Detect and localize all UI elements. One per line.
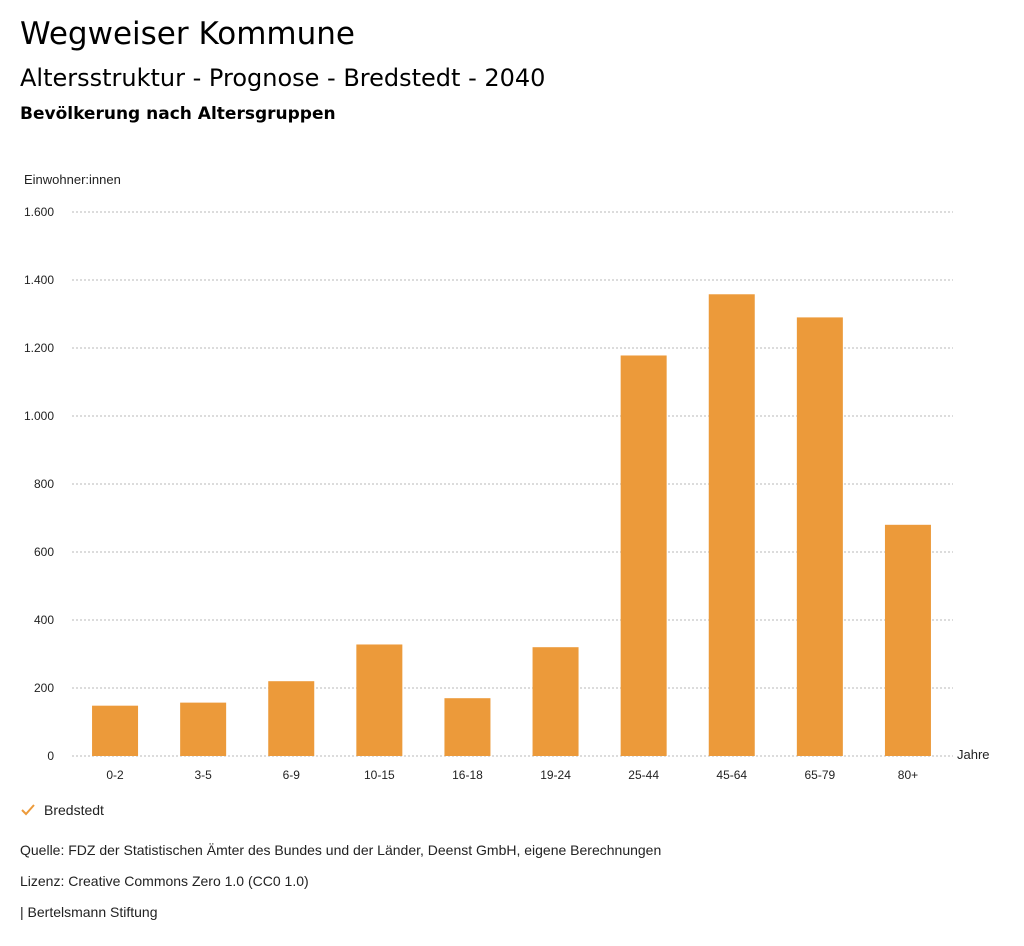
x-tick-label: 0-2: [106, 768, 124, 782]
y-tick-label: 1.400: [24, 273, 54, 287]
x-tick-label: 10-15: [364, 768, 395, 782]
bar[interactable]: [180, 702, 227, 756]
bar-layer: [92, 294, 931, 756]
y-tick-label: 400: [34, 613, 54, 627]
y-tick-label: 1.600: [24, 205, 54, 219]
x-tick-label: 65-79: [804, 768, 835, 782]
x-tick-label: 45-64: [716, 768, 747, 782]
bar[interactable]: [796, 317, 843, 756]
bar[interactable]: [532, 647, 579, 756]
x-tick-label: 19-24: [540, 768, 571, 782]
publisher-note: | Bertelsmann Stiftung: [20, 904, 158, 920]
chart-subtitle: Altersstruktur - Prognose - Bredstedt - …: [20, 64, 546, 92]
license-note: Lizenz: Creative Commons Zero 1.0 (CC0 1…: [20, 873, 309, 889]
chart-title: Bevölkerung nach Altersgruppen: [20, 104, 336, 124]
y-tick-label: 200: [34, 681, 54, 695]
bar[interactable]: [444, 698, 491, 756]
bar[interactable]: [620, 355, 667, 756]
check-icon: [21, 804, 35, 816]
y-tick-label: 1.200: [24, 341, 54, 355]
x-tick-label: 6-9: [283, 768, 301, 782]
x-axis-label: Jahre: [957, 747, 990, 762]
x-tick-label: 3-5: [194, 768, 212, 782]
bar[interactable]: [92, 705, 139, 756]
bar[interactable]: [884, 524, 931, 756]
x-tick-label: 25-44: [628, 768, 659, 782]
grid-layer: [72, 211, 953, 757]
bar[interactable]: [356, 644, 403, 756]
legend-item-label: Bredstedt: [44, 802, 104, 818]
bar[interactable]: [268, 681, 315, 756]
x-tick-label: 16-18: [452, 768, 483, 782]
label-layer: Einwohner:innen 0 200 400 600 800 1.000 1.200 1.…: [24, 172, 990, 782]
legend[interactable]: Bredstedt: [20, 802, 104, 818]
bar[interactable]: [708, 294, 755, 756]
x-tick-label: 80+: [898, 768, 918, 782]
y-tick-label: 0: [47, 749, 54, 763]
y-axis-label: Einwohner:innen: [24, 172, 121, 187]
y-tick-label: 800: [34, 477, 54, 491]
y-tick-label: 1.000: [24, 409, 54, 423]
y-tick-label: 600: [34, 545, 54, 559]
page-title: Wegweiser Kommune: [20, 16, 355, 52]
bar-chart: Einwohner:innen 0 200 400 600 800 1.000 1.200 1.…: [24, 172, 990, 782]
source-note: Quelle: FDZ der Statistischen Ämter des …: [20, 842, 662, 858]
